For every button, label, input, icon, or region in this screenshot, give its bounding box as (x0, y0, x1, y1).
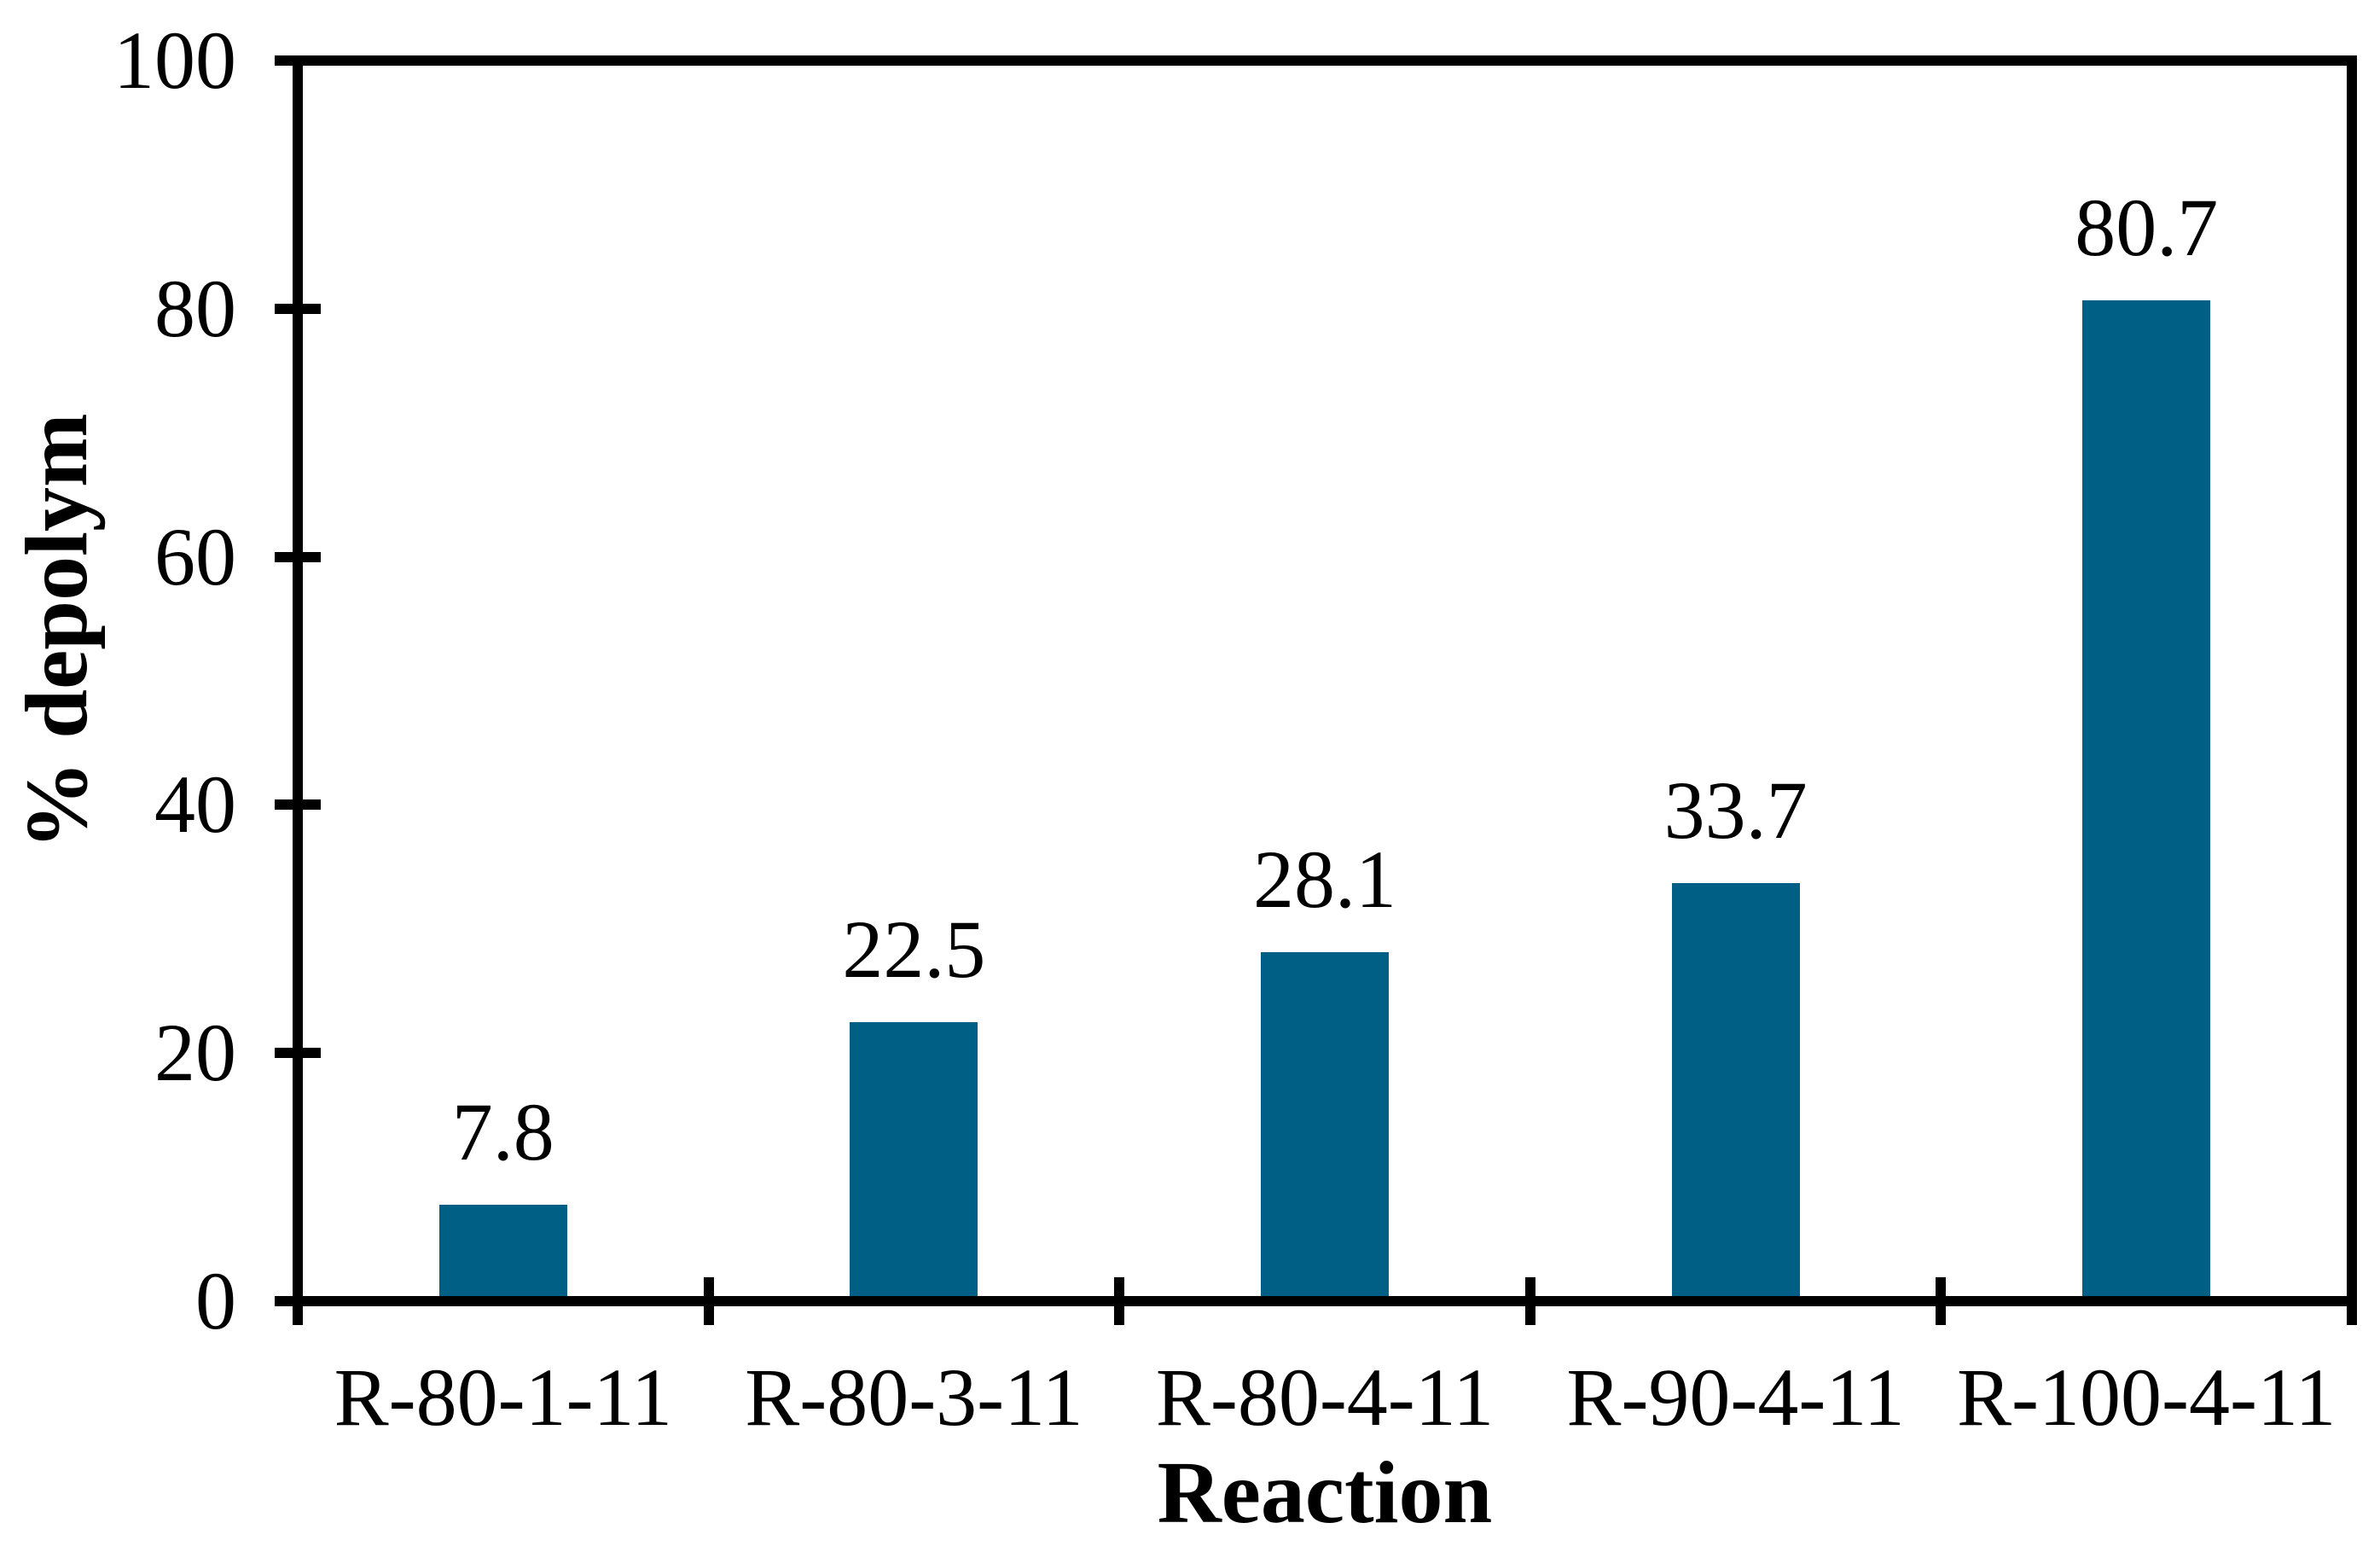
y-tick-mark (275, 799, 321, 811)
bar (1261, 952, 1389, 1296)
bar (1671, 883, 1800, 1296)
x-axis-title: Reaction (1157, 1444, 1493, 1542)
x-category-label: R-90-4-11 (1566, 1351, 1905, 1443)
x-tick-mark (703, 1277, 714, 1325)
y-axis-title: % depolym (8, 413, 106, 850)
bar (850, 1021, 978, 1296)
y-tick-label: 100 (113, 15, 236, 106)
y-tick-label: 20 (154, 1007, 236, 1099)
y-tick-label: 60 (154, 510, 236, 602)
y-tick-mark (275, 55, 321, 66)
bar-value-label: 33.7 (1663, 764, 1808, 856)
bar-value-label: 80.7 (2075, 181, 2219, 273)
y-tick-label: 40 (154, 759, 236, 851)
x-category-label: R-100-4-11 (1957, 1351, 2336, 1443)
bar (2082, 299, 2211, 1296)
x-category-label: R-80-4-11 (1155, 1351, 1495, 1443)
bar (438, 1204, 567, 1296)
bar-value-label: 22.5 (842, 903, 986, 995)
y-tick-mark (275, 1048, 321, 1059)
x-category-label: R-80-1-11 (334, 1351, 672, 1443)
bar-value-label: 28.1 (1253, 834, 1396, 926)
x-tick-mark (2347, 1277, 2357, 1325)
x-tick-mark (1524, 1277, 1535, 1325)
y-tick-mark (275, 303, 321, 314)
x-tick-mark (1114, 1277, 1125, 1325)
y-tick-mark (275, 551, 321, 562)
y-tick-label: 80 (154, 262, 236, 354)
x-tick-mark (293, 1277, 303, 1325)
plot-area-frame (293, 55, 2357, 1306)
x-tick-mark (1936, 1277, 1947, 1325)
x-category-label: R-80-3-11 (745, 1351, 1083, 1443)
y-tick-label: 0 (195, 1255, 236, 1346)
bar-value-label: 7.8 (451, 1085, 554, 1177)
